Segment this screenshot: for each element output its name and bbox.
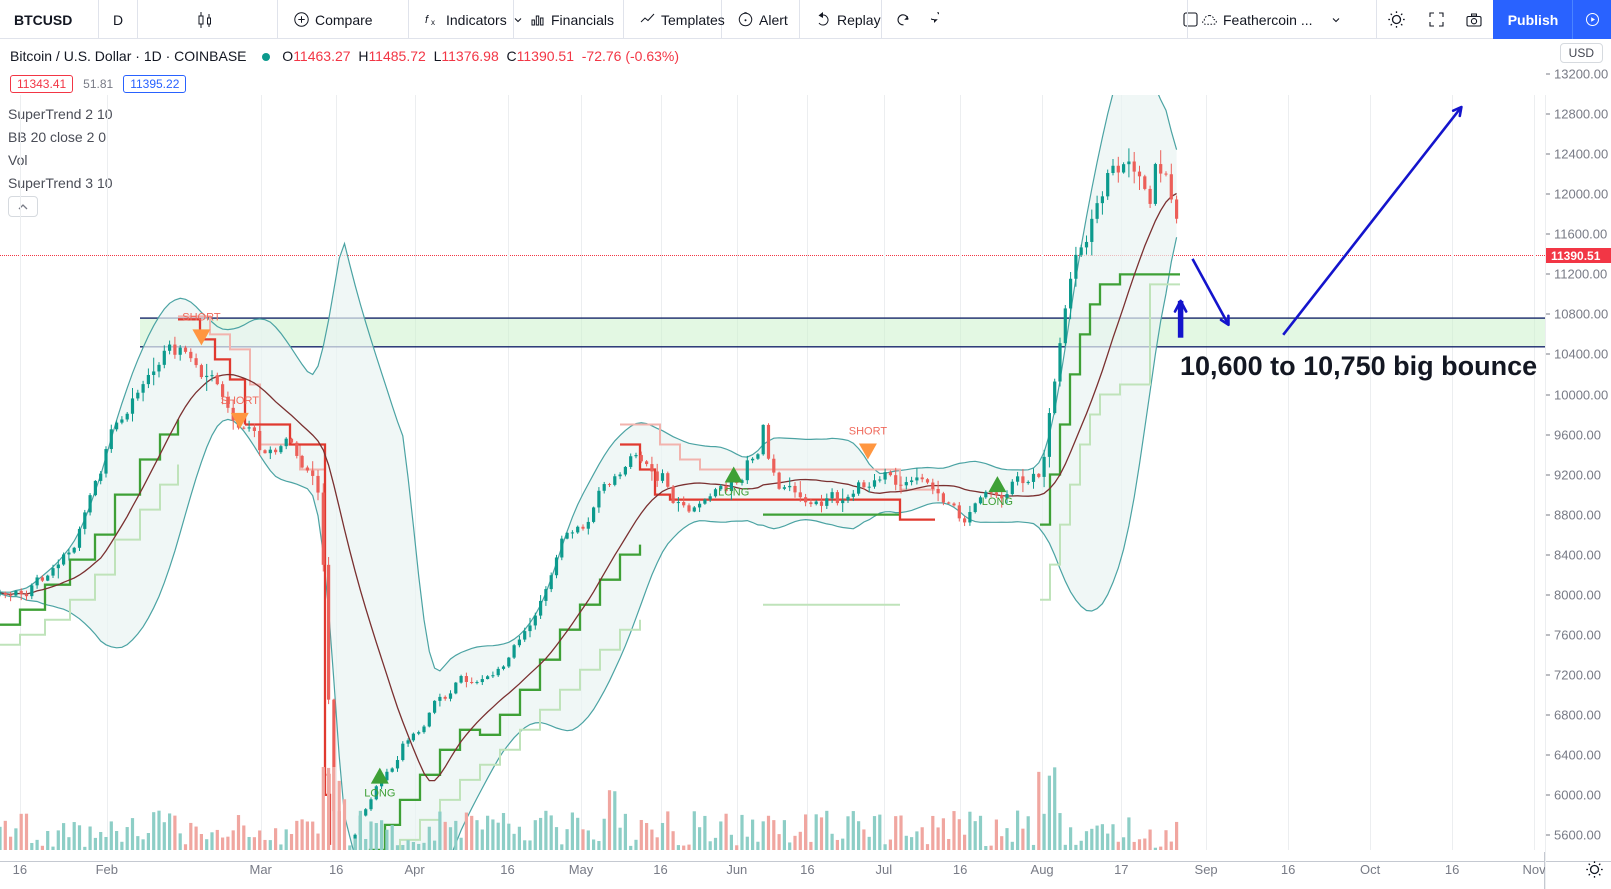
svg-text:SHORT: SHORT [849,426,888,438]
svg-text:SHORT: SHORT [182,311,221,323]
svg-text:LONG: LONG [364,788,395,800]
svg-text:SHORT: SHORT [221,395,260,407]
svg-text:LONG: LONG [718,487,749,499]
svg-text:10,600 to 10,750 big bounce: 10,600 to 10,750 big bounce [1180,351,1537,381]
svg-text:LONG: LONG [982,496,1013,508]
svg-text:x: x [431,18,435,27]
svg-text:f: f [425,14,429,26]
